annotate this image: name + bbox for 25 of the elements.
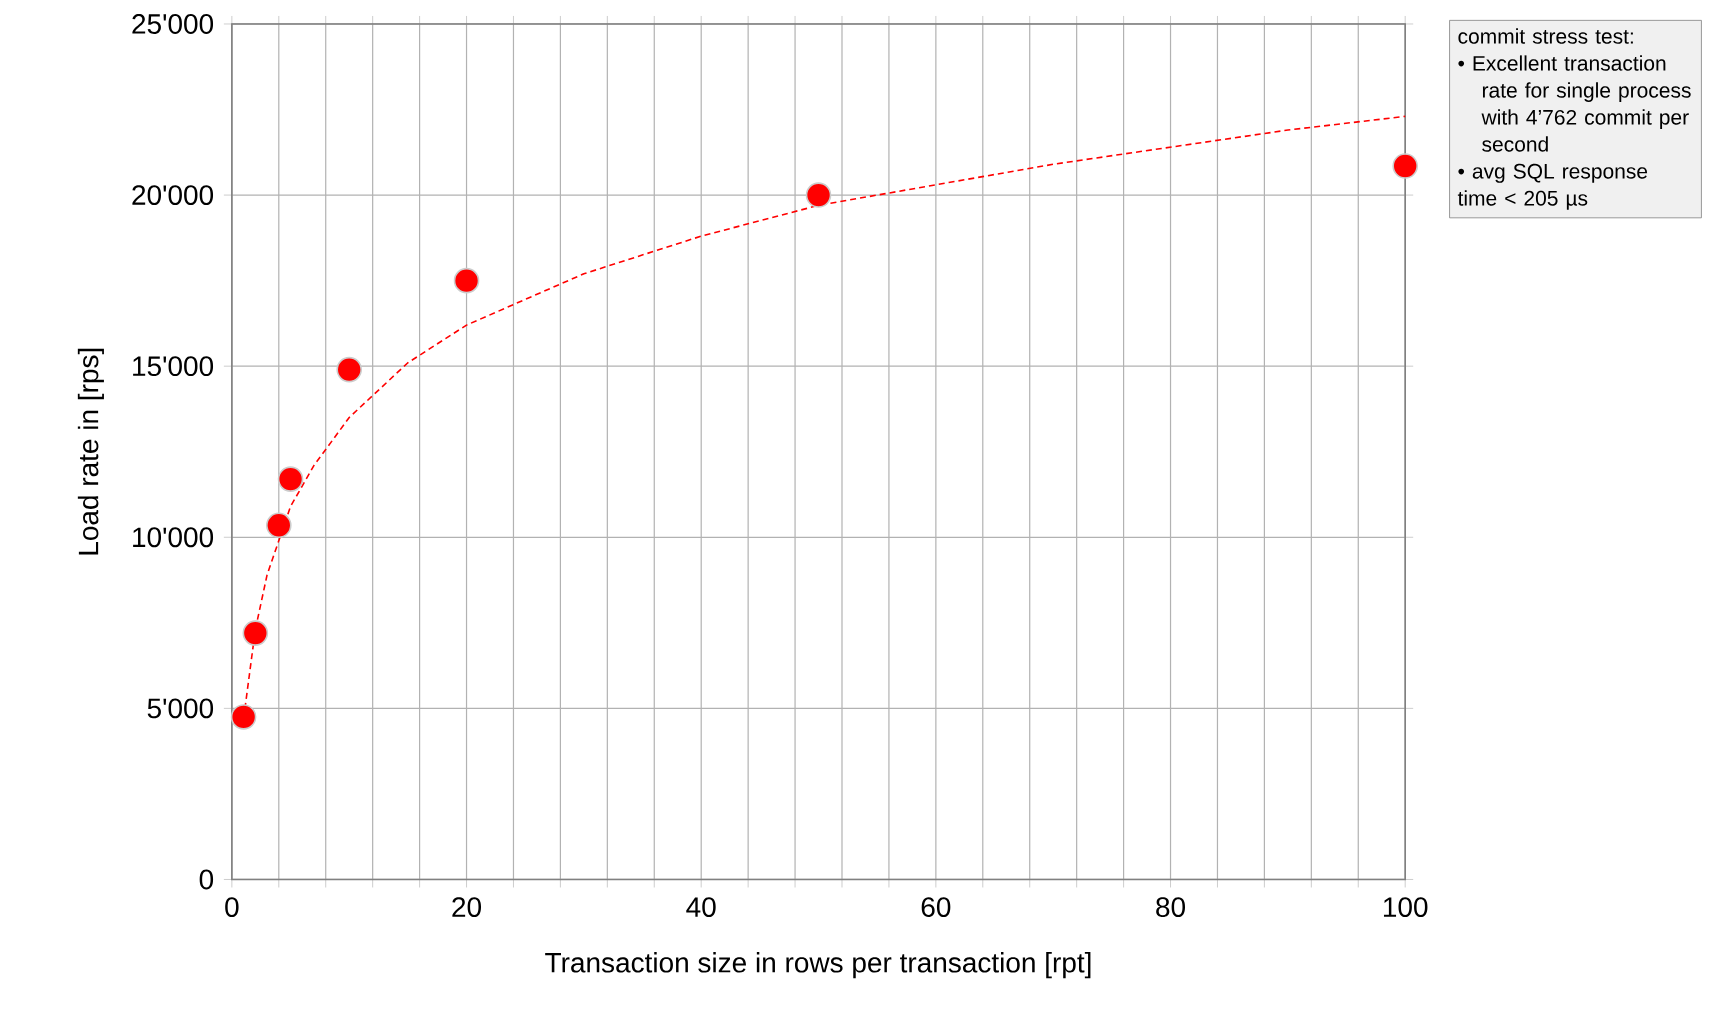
- y-tick-label: 25'000: [132, 13, 214, 34]
- y-tick-label: 0: [199, 869, 214, 890]
- x-tick-label: 40: [686, 896, 716, 917]
- x-tick-label: 20: [452, 896, 482, 917]
- y-tick-label: 10'000: [133, 527, 214, 547]
- y-tick-label: 20'000: [132, 184, 214, 205]
- point: [1392, 153, 1418, 179]
- point: [805, 182, 832, 208]
- point: [266, 512, 292, 538]
- point: [242, 620, 269, 646]
- point: [230, 703, 257, 730]
- x-tick-label: 0: [225, 896, 239, 917]
- y-axis-title: Load rate in [rps]: [77, 348, 104, 555]
- x-axis-title: Transaction size in rows per transaction [rpt]: [545, 951, 1091, 978]
- text: • Excellent transaction rate for single process with 4’762 commit per second: [1458, 55, 1691, 152]
- text: • avg SQL response time < 205 µs: [1457, 163, 1648, 210]
- x-tick-label: 80: [1156, 896, 1185, 917]
- point: [336, 356, 362, 383]
- y-tick-label: 15'000: [133, 356, 214, 376]
- point: [453, 267, 480, 294]
- text: commit stress test:: [1458, 28, 1633, 44]
- point: [277, 466, 304, 492]
- x-tick-label: 60: [921, 896, 951, 917]
- y-tick-label: 5'000: [147, 698, 214, 719]
- x-tick-label: 100: [1383, 896, 1428, 917]
